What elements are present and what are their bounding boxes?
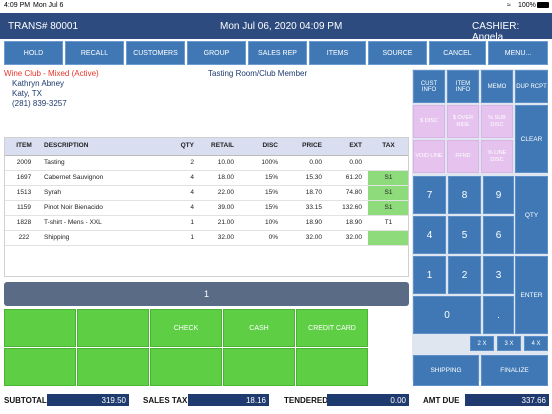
tender-blank-3[interactable] (4, 348, 76, 386)
table-row[interactable]: 222 Shipping 1 32.00 0% 32.00 32.00 (4, 230, 409, 246)
table-row[interactable]: 1513 Syrah 4 22.00 15% 18.70 74.80 S1 (4, 185, 409, 201)
source-button[interactable]: SOURCE (368, 41, 427, 65)
line-items-table: ITEM DESCRIPTION QTY RETAIL DISC PRICE E… (4, 137, 409, 246)
table-row[interactable]: 1159 Pinot Noir Bienacido 4 39.00 15% 33.15 13… (4, 200, 409, 216)
key-6[interactable]: 6 (483, 216, 514, 254)
wifi-icon: ≈ (507, 2, 511, 9)
transaction-number: TRANS# 80001 (8, 21, 79, 32)
tender-blank-4[interactable] (77, 348, 149, 386)
tender-blank-1[interactable] (4, 309, 76, 347)
subtotal-label: SUBTOTAL (4, 396, 47, 405)
item-info-button[interactable]: ITEM INFO (447, 70, 479, 103)
table-row[interactable]: 1828 T-shirt - Mens - XXL 1 21.00 10% 18.90 18… (4, 215, 409, 231)
sales-tax-value: 18.16 (188, 394, 269, 406)
multiply-4x-button[interactable]: 4 X (524, 336, 548, 351)
sales-rep-button[interactable]: SALES REP (248, 41, 307, 65)
key-0[interactable]: 0 (413, 296, 481, 334)
multiply-2x-button[interactable]: 2 X (470, 336, 494, 351)
customer-name: Kathryn Abney (12, 79, 65, 88)
shipping-button[interactable]: SHIPPING (413, 355, 479, 386)
customer-phone: (281) 839-3257 (12, 99, 67, 108)
clear-button[interactable]: CLEAR (515, 105, 548, 173)
col-price: PRICE (284, 137, 328, 156)
credit-card-button[interactable]: CREDIT CARD (296, 309, 368, 347)
cust-info-button[interactable]: CUST INFO (413, 70, 445, 103)
check-button[interactable]: CHECK (150, 309, 222, 347)
header-datetime: Mon Jul 06, 2020 04:09 PM (220, 21, 343, 32)
qty-button[interactable]: QTY (515, 176, 548, 254)
sales-tax-label: SALES TAX (143, 396, 188, 405)
table-row[interactable]: 2009 Tasting 2 10.00 100% 0.00 0.00 (4, 155, 409, 171)
dollar-disc-button[interactable]: $ DISC (413, 105, 445, 138)
col-tax: TAX (368, 137, 409, 156)
cash-button[interactable]: CASH (223, 309, 295, 347)
customer-type: Tasting Room/Club Member (208, 69, 308, 78)
battery-icon (537, 2, 549, 8)
key-4[interactable]: 4 (413, 216, 446, 254)
multiply-3x-button[interactable]: 3 X (497, 336, 521, 351)
refund-button[interactable]: RFND (447, 140, 479, 173)
col-retail: RETAIL (200, 137, 240, 156)
key-8[interactable]: 8 (448, 176, 481, 214)
key-1[interactable]: 1 (413, 256, 446, 294)
battery-percent: 100% (518, 2, 536, 9)
percent-sub-disc-button[interactable]: % SUB DISC (481, 105, 513, 138)
finalize-button[interactable]: FINALIZE (481, 355, 548, 386)
tendered-value: 0.00 (327, 394, 409, 406)
cashier-name: CASHIER: Angela (472, 21, 520, 43)
amount-due-label: AMT DUE (423, 396, 460, 405)
group-button[interactable]: GROUP (187, 41, 246, 65)
status-bar: 4:09 PM Mon Jul 6 ≈ 100% (0, 0, 552, 11)
customer-location: Katy, TX (12, 89, 42, 98)
customers-button[interactable]: CUSTOMERS (126, 41, 185, 65)
col-description: DESCRIPTION (44, 137, 164, 156)
hold-button[interactable]: HOLD (4, 41, 63, 65)
key-7[interactable]: 7 (413, 176, 446, 214)
col-item: ITEM (4, 137, 44, 156)
key-5[interactable]: 5 (448, 216, 481, 254)
void-line-button[interactable]: VOID LINE (413, 140, 445, 173)
key-3[interactable]: 3 (483, 256, 514, 294)
tendered-label: TENDERED (284, 396, 329, 405)
table-row[interactable]: 1697 Cabernet Sauvignon 4 18.00 15% 15.30 61.2… (4, 170, 409, 186)
app-header: TRANS# 80001 Mon Jul 06, 2020 04:09 PM C… (0, 13, 552, 43)
key-2[interactable]: 2 (448, 256, 481, 294)
items-button[interactable]: ITEMS (309, 41, 366, 65)
dollar-override-button[interactable]: $ OVER RIDE (447, 105, 479, 138)
col-ext: EXT (328, 137, 368, 156)
cancel-button[interactable]: CANCEL (429, 41, 486, 65)
col-disc: DISC (240, 137, 284, 156)
enter-button[interactable]: ENTER (515, 256, 548, 334)
key-decimal[interactable]: . (483, 296, 514, 334)
memo-button[interactable]: MEMO (481, 70, 513, 103)
tender-blank-2[interactable] (77, 309, 149, 347)
table-frame (4, 137, 409, 277)
club-status: Wine Club - Mixed (Active) (4, 69, 99, 78)
subtotal-value: 319.50 (47, 394, 129, 406)
status-time: 4:09 PM (4, 2, 31, 9)
key-9[interactable]: 9 (483, 176, 514, 214)
amount-due-value: 337.66 (465, 394, 549, 406)
quantity-display[interactable]: 1 (4, 282, 409, 306)
percent-line-disc-button[interactable]: % LINE DISC (481, 140, 513, 173)
tender-blank-7[interactable] (296, 348, 368, 386)
tender-blank-5[interactable] (150, 348, 222, 386)
table-header-row: ITEM DESCRIPTION QTY RETAIL DISC PRICE E… (4, 137, 409, 156)
tender-blank-6[interactable] (223, 348, 295, 386)
recall-button[interactable]: RECALL (65, 41, 124, 65)
col-qty: QTY (164, 137, 200, 156)
dup-rcpt-button[interactable]: DUP RCPT (515, 70, 548, 103)
status-date: Mon Jul 6 (33, 2, 64, 9)
menu-button[interactable]: MENU... (488, 41, 548, 65)
